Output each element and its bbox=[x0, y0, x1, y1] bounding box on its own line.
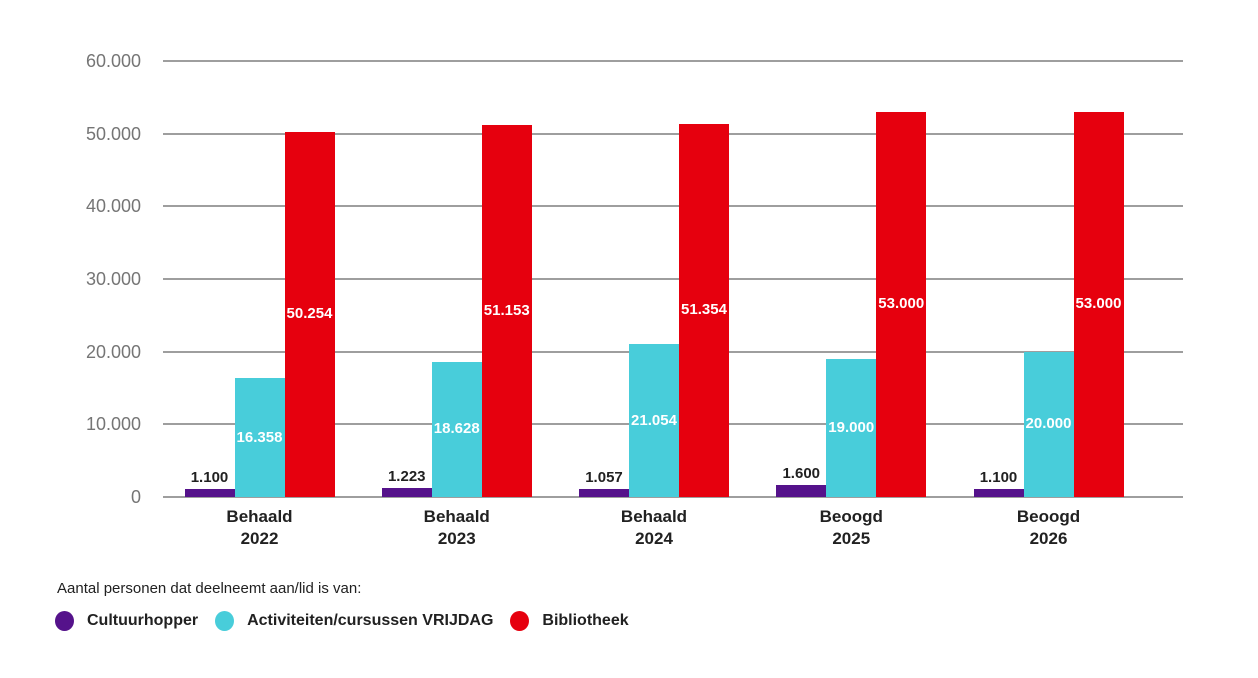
x-axis-label-line: 2023 bbox=[437, 529, 476, 548]
bar-value-label: 53.000 bbox=[1075, 295, 1122, 313]
x-axis-label-beoogd-2025: Beoogd 2025 bbox=[771, 506, 931, 550]
bar-value-label: 1.600 bbox=[782, 465, 821, 483]
bar-activiteiten-cursussen-vrijdag-behaald-2022 bbox=[234, 378, 285, 497]
bar-value-label: 21.054 bbox=[631, 411, 677, 429]
bar-activiteiten-cursussen-vrijdag-behaald-2023 bbox=[431, 361, 482, 497]
bar-cultuurhopper-behaald-2023 bbox=[381, 488, 432, 497]
y-axis-tick-label: 20.000 bbox=[85, 341, 141, 362]
y-axis-tick-label: 0 bbox=[130, 487, 141, 507]
bar-cultuurhopper-beoogd-2025 bbox=[776, 485, 827, 497]
legend-title: Aantal personen dat deelneemt aan/lid is… bbox=[57, 580, 362, 597]
x-axis-label-behaald-2024: Behaald 2024 bbox=[574, 506, 734, 550]
legend-label: Cultuurhopper bbox=[87, 612, 199, 629]
legend-item-cultuurhopper: Cultuurhopper bbox=[55, 611, 198, 631]
y-axis-tick-label: 60.000 bbox=[85, 51, 141, 71]
x-axis-label-line: 2024 bbox=[635, 529, 673, 548]
y-axis-tick-label: 40.000 bbox=[85, 196, 141, 217]
bar-activiteiten-cursussen-vrijdag-behaald-2024 bbox=[629, 344, 679, 497]
legend-item-bibliotheek: Bibliotheek bbox=[510, 611, 629, 631]
bar-cultuurhopper-behaald-2022 bbox=[184, 489, 235, 497]
bar-value-label: 18.628 bbox=[433, 420, 480, 438]
bar-activiteiten-cursussen-vrijdag-beoogd-2026 bbox=[1023, 351, 1074, 497]
gridline-30000 bbox=[163, 278, 1183, 280]
bar-bibliotheek-behaald-2022 bbox=[284, 131, 335, 497]
legend-dot-cultuurhopper-icon bbox=[55, 611, 74, 631]
bar-value-label: 53.000 bbox=[878, 295, 925, 313]
x-axis-label-line: 2026 bbox=[1029, 529, 1068, 548]
x-axis-label-behaald-2023: Behaald 2023 bbox=[377, 506, 537, 550]
x-axis-label-line: Behaald bbox=[620, 507, 688, 526]
y-axis-tick-label: 30.000 bbox=[85, 269, 141, 289]
x-axis-label-line: 2025 bbox=[832, 529, 871, 548]
legend-label: Activiteiten/cursussen VRIJDAG bbox=[247, 612, 494, 629]
y-axis-tick-label: 10.000 bbox=[85, 414, 141, 435]
bar-activiteiten-cursussen-vrijdag-beoogd-2025 bbox=[826, 358, 877, 497]
x-axis-label-line: 2022 bbox=[240, 529, 279, 548]
legend-dot-activiteiten-cursussen-vrijdag-icon bbox=[215, 611, 235, 631]
gridline-50000 bbox=[163, 132, 1183, 135]
legend-label: Bibliotheek bbox=[542, 612, 629, 629]
legend: Cultuurhopper Activiteiten/cursussen VRIJ… bbox=[55, 611, 629, 631]
bar-bibliotheek-beoogd-2025 bbox=[876, 111, 927, 497]
bar-value-label: 51.354 bbox=[681, 301, 727, 319]
bar-value-label: 1.100 bbox=[190, 469, 229, 486]
bar-value-label: 19.000 bbox=[828, 418, 875, 436]
x-axis-label-line: Behaald bbox=[226, 507, 293, 526]
gridline-40000 bbox=[163, 205, 1183, 208]
gridline-0 bbox=[163, 496, 1183, 498]
gridline-60000 bbox=[163, 60, 1183, 62]
bar-cultuurhopper-behaald-2024 bbox=[579, 489, 629, 497]
bar-bibliotheek-behaald-2023 bbox=[481, 125, 532, 497]
y-axis-tick-label: 50.000 bbox=[85, 123, 141, 144]
bar-bibliotheek-behaald-2024 bbox=[679, 123, 729, 497]
x-axis-label-line: Behaald bbox=[423, 507, 490, 526]
x-axis-label-line: Beoogd bbox=[1016, 507, 1081, 526]
legend-item-activiteiten-cursussen-vrijdag: Activiteiten/cursussen VRIJDAG bbox=[215, 611, 493, 631]
legend-dot-bibliotheek-icon bbox=[510, 611, 530, 631]
bar-value-label: 1.057 bbox=[585, 469, 623, 487]
x-axis-label-line: Beoogd bbox=[819, 507, 883, 526]
x-axis-label-beoogd-2026: Beoogd 2026 bbox=[969, 506, 1129, 550]
bar-value-label: 20.000 bbox=[1025, 415, 1072, 433]
bar-value-label: 1.223 bbox=[387, 468, 426, 486]
bar-bibliotheek-beoogd-2026 bbox=[1073, 111, 1124, 497]
bar-value-label: 1.100 bbox=[979, 469, 1018, 486]
bar-value-label: 51.153 bbox=[483, 302, 530, 320]
bar-value-label: 50.254 bbox=[286, 305, 333, 323]
bar-value-label: 16.358 bbox=[236, 428, 283, 446]
x-axis-label-behaald-2022: Behaald 2022 bbox=[180, 506, 340, 550]
bar-cultuurhopper-beoogd-2026 bbox=[973, 489, 1024, 497]
